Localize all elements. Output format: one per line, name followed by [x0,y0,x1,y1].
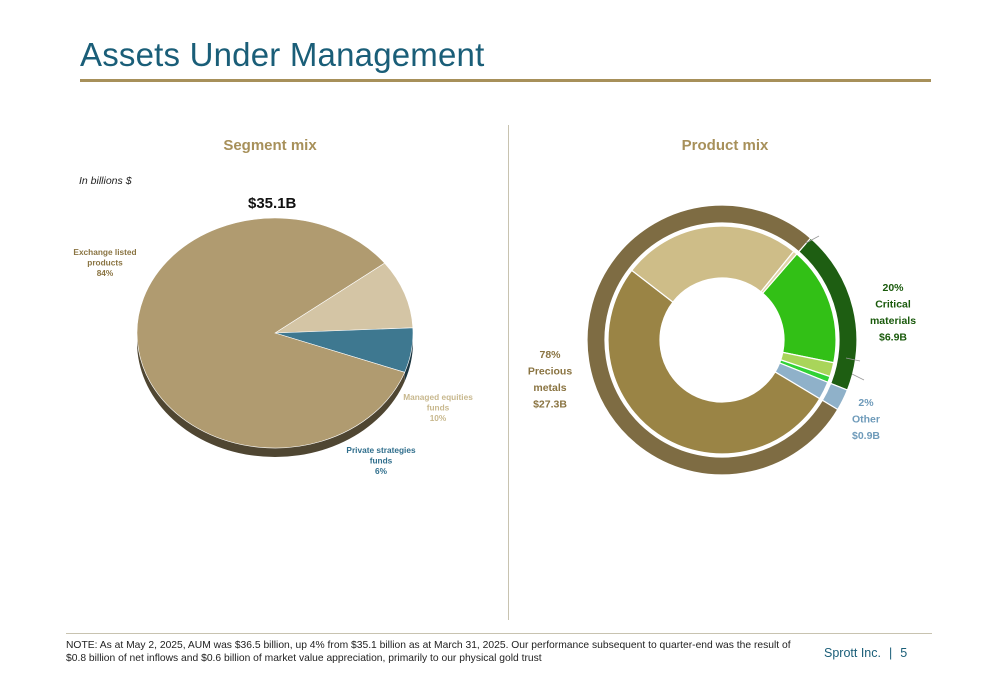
outer-ring-label-line: Critical [875,299,911,311]
slice-category-label: Private strategies funds 6% [346,445,416,476]
slice-category-label-line: products [87,258,123,268]
pie-slice-group [136,217,406,449]
outer-ring-label-line: $27.3B [533,399,567,411]
pie-side-segment [404,333,414,382]
slice-category-label-line: 6% [375,466,388,476]
outer-ring-label-line: metals [533,382,566,394]
outer-ring-segment [586,204,839,476]
pie-slice-group [273,262,414,334]
outer-ring-label-line: $6.9B [879,332,907,344]
callout-leader-line [851,373,865,381]
section-divider [508,125,509,620]
pie-slice [136,217,406,449]
footer-divider [66,633,932,634]
inner-ring-segment [760,250,798,295]
outer-ring [586,204,858,476]
footer-brand: Sprott Inc. | 5 [824,646,907,660]
callout-leader-line [845,357,861,362]
product-mix-heading: Product mix [681,137,769,154]
slice-category-label: Exchange listed products 84% [73,247,136,278]
inner-ring-segment [607,269,821,455]
slice-category-label-line: funds [370,456,393,466]
outer-ring-label: 20% Critical materials $6.9B [870,282,916,344]
page-title: Assets Under Management [80,36,485,73]
pie-side [137,333,414,457]
pie-slice [273,262,414,334]
outer-ring-label-line: 2% [858,397,874,409]
outer-ring-label: 2% Other $0.9B [852,397,880,442]
units-note: In billions $ [79,175,132,187]
outer-ring-label: 78% Precious metals $27.3B [528,349,573,411]
title-underline [80,79,931,82]
outer-ring-label-line: Precious [528,366,573,378]
footer-separator: | [888,646,893,660]
inner-ring-segment [630,225,795,303]
segment-total-label: $35.1B [248,195,297,212]
slice-category-label-line: Exchange listed [73,247,136,257]
outer-ring-label-line: $0.9B [852,430,880,442]
footer-note: NOTE: As at May 2, 2025, AUM was $36.5 b… [66,640,791,664]
slice-category-label-line: Managed equities [403,392,473,402]
slice-category-label: Managed equities funds 10% [403,392,473,423]
brand-name: Sprott Inc. [824,646,881,660]
donut-center [662,280,782,400]
segment-mix-heading: Segment mix [223,137,317,154]
slice-category-label-line: Private strategies [346,445,416,455]
page-number: 5 [900,646,908,660]
slice-category-label-line: 10% [430,413,447,423]
outer-ring-label-line: 20% [882,282,904,294]
slice-category-label-line: 84% [97,268,114,278]
outer-ring-label-line: 78% [539,349,561,361]
outer-ring-label-line: materials [870,315,916,327]
inner-ring [607,225,837,455]
slice-category-label-line: funds [427,403,450,413]
callout-leader-line [805,235,820,244]
outer-ring-label-line: Other [852,414,880,426]
